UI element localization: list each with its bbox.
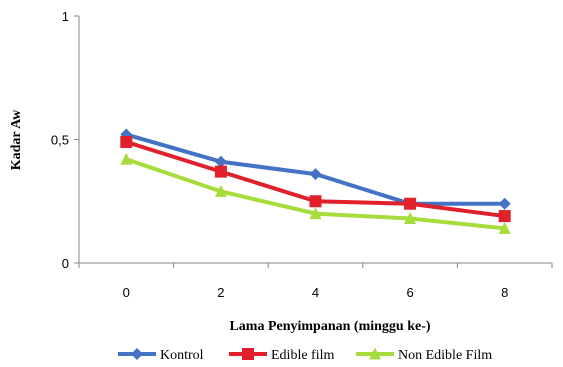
- data-point-marker: [309, 168, 322, 181]
- x-tick-label: 0: [123, 285, 130, 300]
- data-point-marker: [120, 152, 133, 165]
- x-tick-label: 2: [217, 285, 224, 300]
- series-edible-film: [120, 135, 511, 223]
- legend-marker: [242, 348, 254, 360]
- data-point-marker: [309, 195, 322, 208]
- legend-item: Non Edible Film: [356, 347, 492, 363]
- x-axis-title: Lama Penyimpanan (minggu ke-): [229, 319, 430, 334]
- data-point-marker: [309, 207, 322, 220]
- legend-marker: [369, 347, 381, 360]
- legend-item: Edible film: [229, 348, 334, 363]
- x-tick-label: 4: [312, 285, 319, 300]
- data-point-marker: [404, 197, 417, 210]
- data-point-marker: [214, 184, 227, 197]
- x-tick-label: 8: [501, 285, 508, 300]
- data-point-marker: [404, 212, 417, 225]
- legend-label: Kontrol: [160, 348, 204, 363]
- y-axis-title: Kadar Aw: [9, 109, 24, 170]
- data-point-marker: [214, 165, 227, 178]
- data-point-marker: [120, 135, 133, 148]
- series-non-edible-film: [120, 152, 511, 234]
- data-point-marker: [498, 210, 511, 223]
- y-tick-labels: 00,51: [51, 9, 79, 271]
- data-point-marker: [498, 197, 511, 210]
- y-tick-label: 0,5: [51, 133, 69, 148]
- data-point-marker: [214, 155, 227, 168]
- legend-item: Kontrol: [118, 348, 204, 363]
- y-tick-label: 1: [62, 9, 69, 24]
- y-tick-label: 0: [62, 256, 69, 271]
- legend-marker: [131, 348, 143, 360]
- legend-label: Edible film: [271, 348, 334, 363]
- legend-label: Non Edible Film: [398, 348, 492, 363]
- x-tick-labels: 0 2 4 6 8: [78, 263, 553, 300]
- data-point-marker: [498, 221, 511, 234]
- legend: Kontrol Edible film Non Edible Film: [118, 347, 492, 363]
- x-tick-label: 6: [406, 285, 413, 300]
- series-layer: [120, 128, 511, 234]
